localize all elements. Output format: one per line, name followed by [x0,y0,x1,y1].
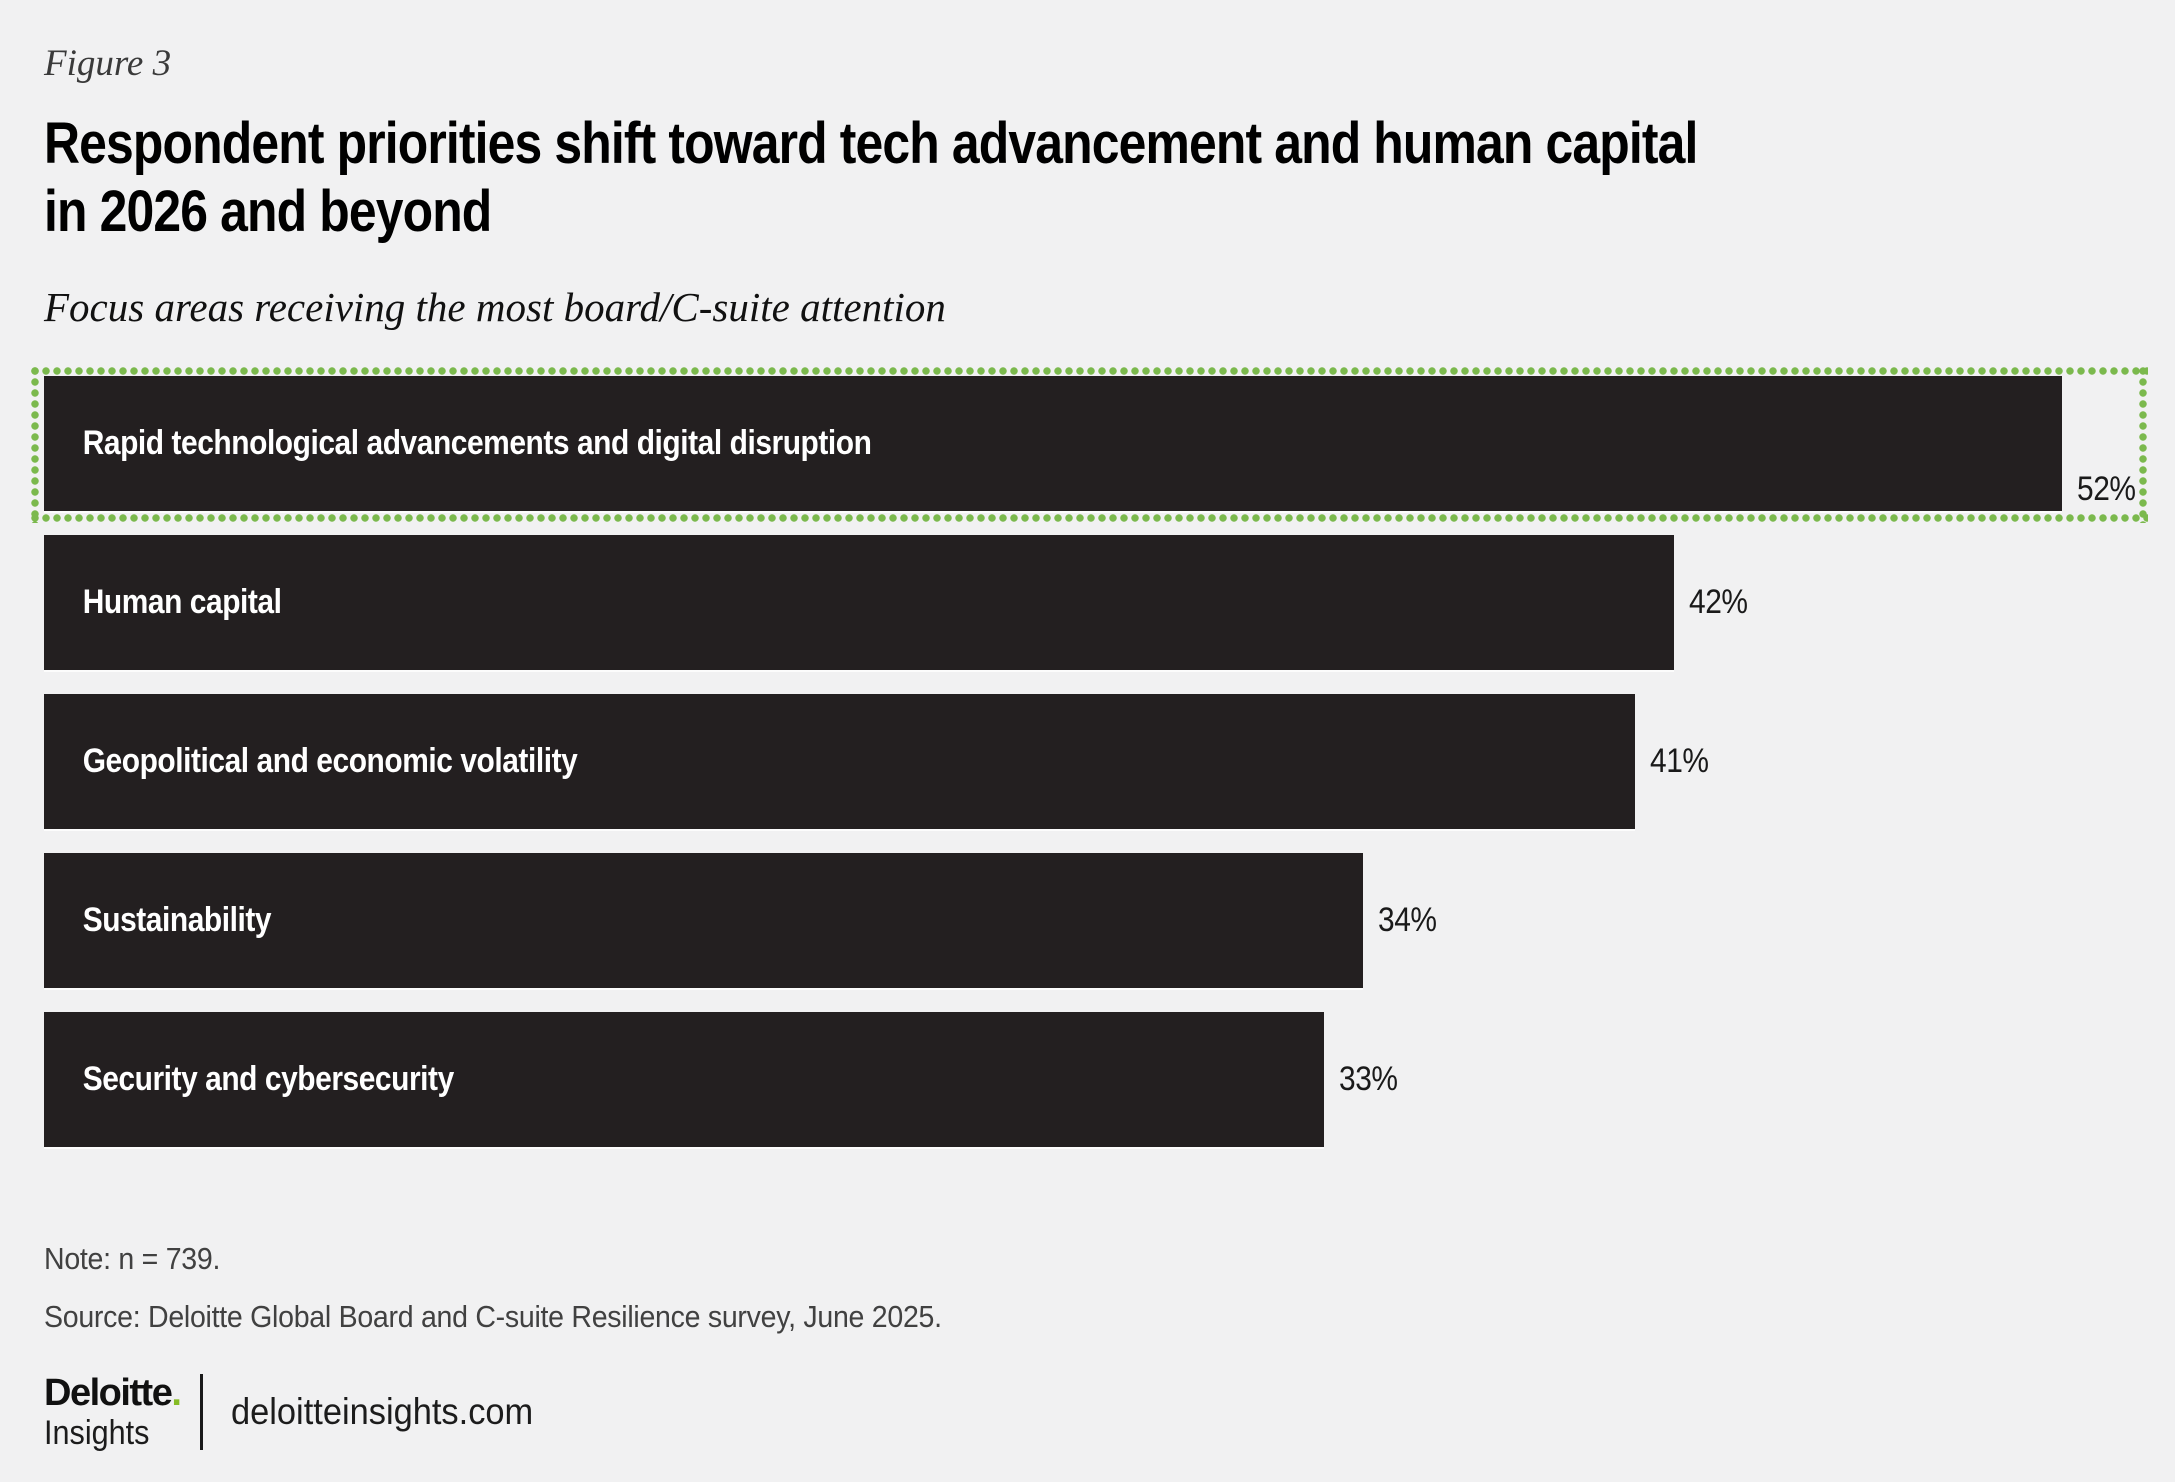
bar-value-label: 34% [1378,901,1437,939]
bar-value-label: 52% [2077,470,2136,508]
figure-label: Figure 3 [44,43,172,84]
bar: Security and cybersecurity [44,1012,1324,1147]
bar-row: Sustainability 34% [44,853,2175,988]
bar-chart: Rapid technological advancements and dig… [44,366,2175,1147]
bar-label: Rapid technological advancements and dig… [82,424,872,462]
bar-rows-container: Human capital 42% Geopolitical and economi… [44,535,2175,1147]
bar-value-label: 42% [1689,583,1748,621]
title-line-2: in 2026 and beyond [44,179,492,244]
note-text: Note: n = 739. [44,1241,221,1276]
chart-subtitle: Focus areas receiving the most board/C-s… [44,284,946,330]
site-url: deloitteinsights.com [231,1391,534,1432]
highlight-dotted-frame: Rapid technological advancements and dig… [30,366,2148,523]
page-title: Respondent priorities shift toward tech … [44,110,2175,246]
bar-row: Geopolitical and economic volatility 41% [44,694,2175,829]
bar-row: Security and cybersecurity 33% [44,1012,2175,1147]
bar: Geopolitical and economic volatility [44,694,1635,829]
deloitte-insights-logo: Deloitte. Insights [44,1372,182,1452]
bar: Rapid technological advancements and dig… [44,376,2062,511]
title-line-1: Respondent priorities shift toward tech … [44,111,1698,176]
bar-row: Human capital 42% [44,535,2175,670]
bar-row: Rapid technological advancements and dig… [44,376,2136,511]
bar-value-label: 41% [1650,742,1709,780]
source-text: Source: Deloitte Global Board and C-suit… [44,1299,942,1334]
bar-label: Security and cybersecurity [82,1060,454,1098]
bar-label: Geopolitical and economic volatility [82,742,578,780]
bar: Human capital [44,535,1674,670]
deloitte-green-dot: . [171,1372,182,1414]
insights-wordmark: Insights [44,1414,150,1452]
bar-label: Sustainability [82,901,272,939]
deloitte-wordmark: Deloitte. [44,1372,182,1414]
bar-label: Human capital [82,583,282,621]
footnotes: Note: n = 739. Source: Deloitte Global B… [44,1237,2175,1339]
logo-divider [200,1374,204,1450]
footer-branding: Deloitte. Insights deloitteinsights.com [44,1373,2175,1451]
bar-value-label: 33% [1339,1060,1398,1098]
bar: Sustainability [44,853,1363,988]
